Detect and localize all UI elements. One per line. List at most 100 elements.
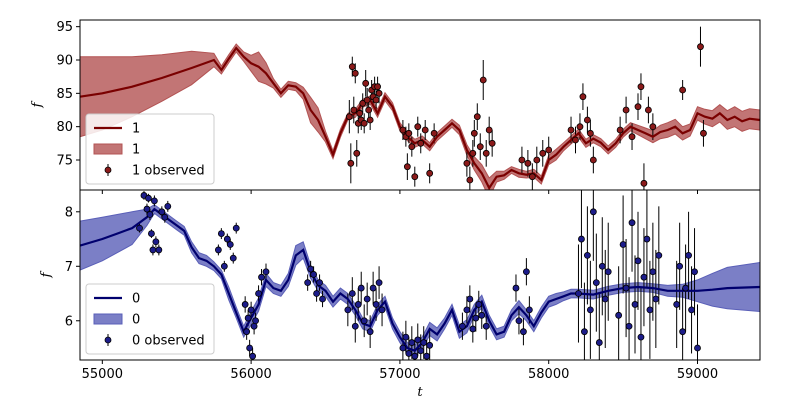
observed-point <box>649 268 657 276</box>
observed-point <box>545 146 553 154</box>
observed-point <box>372 96 380 104</box>
observed-point <box>350 106 358 114</box>
observed-point <box>374 83 381 91</box>
observed-point <box>469 325 477 333</box>
observed-point <box>685 251 692 259</box>
observed-point <box>637 333 645 341</box>
observed-point <box>475 301 483 308</box>
top-legend: 1 1 1 observed <box>85 113 215 185</box>
bottom-panel: 6 7 8 55000 56000 57000 58000 59000 0 0 0 observe… <box>65 189 761 382</box>
observed-point <box>579 93 587 101</box>
observed-point <box>473 113 481 121</box>
observed-point <box>576 123 584 131</box>
observed-point <box>232 224 240 232</box>
observed-point <box>628 133 636 141</box>
observed-point <box>258 273 265 281</box>
observed-point <box>145 194 152 202</box>
observed-point <box>152 238 160 246</box>
observed-point <box>417 139 425 147</box>
observed-point <box>700 129 707 137</box>
observed-point <box>592 279 600 287</box>
observed-point <box>463 306 471 314</box>
observed-point <box>625 322 633 330</box>
observed-point <box>631 301 639 308</box>
observed-point <box>399 126 407 134</box>
observed-point <box>478 311 486 319</box>
x-tick-label: 57000 <box>379 367 420 382</box>
observed-point <box>345 113 353 121</box>
observed-point <box>589 156 597 164</box>
top-y-axis-label: f <box>30 100 45 108</box>
observed-point <box>485 126 493 134</box>
observed-point <box>408 339 416 346</box>
legend-point-swatch <box>104 336 112 344</box>
observed-point <box>411 173 419 181</box>
observed-point <box>463 159 471 167</box>
observed-point <box>366 328 374 336</box>
observed-point <box>426 169 434 177</box>
legend-label: 0 <box>132 313 140 328</box>
top-mean-path <box>80 46 760 190</box>
observed-point <box>360 317 368 325</box>
observed-point <box>515 317 523 325</box>
observed-point <box>575 290 582 297</box>
observed-point <box>244 314 252 322</box>
bot-legend-box <box>85 283 215 355</box>
observed-point <box>405 350 413 357</box>
observed-point <box>351 69 359 77</box>
observed-point <box>136 224 143 232</box>
observed-point <box>310 271 318 278</box>
observed-point <box>420 339 428 346</box>
legend-label: 0 <box>132 292 140 307</box>
observed-point <box>351 322 359 330</box>
observed-point <box>357 284 365 292</box>
observed-point <box>375 89 383 97</box>
observed-point <box>223 235 231 243</box>
observed-point <box>482 149 490 157</box>
observed-point <box>249 352 257 360</box>
top-observed-points <box>345 43 707 187</box>
observed-point <box>362 79 370 87</box>
observed-point <box>143 205 151 213</box>
observed-point <box>307 265 315 273</box>
observed-point <box>572 136 579 144</box>
observed-point <box>363 96 371 104</box>
observed-point <box>313 290 320 297</box>
observed-point <box>399 344 407 352</box>
legend-label: 1 <box>132 122 140 137</box>
observed-point <box>512 284 520 292</box>
observed-point <box>595 339 603 346</box>
observed-point <box>604 268 612 276</box>
observed-point <box>697 43 704 51</box>
observed-point <box>316 279 323 287</box>
observed-point <box>601 295 609 303</box>
observed-point <box>414 123 422 131</box>
observed-point <box>344 306 352 314</box>
observed-point <box>241 301 249 308</box>
observed-point <box>688 306 695 314</box>
observed-point <box>643 235 651 243</box>
observed-point <box>524 159 532 167</box>
observed-point <box>640 179 648 187</box>
x-tick-label: 59000 <box>677 367 718 382</box>
observed-point <box>581 328 588 336</box>
x-tick-label: 56000 <box>230 367 271 382</box>
observed-point <box>148 230 155 237</box>
x-tick-label: 55000 <box>82 367 123 382</box>
observed-point <box>375 279 383 287</box>
observed-point <box>304 279 312 287</box>
observed-point <box>459 322 466 330</box>
observed-point <box>149 246 157 254</box>
observed-point <box>522 268 530 276</box>
observed-point <box>430 129 438 137</box>
observed-point <box>583 116 591 124</box>
observed-point <box>533 156 541 164</box>
observed-point <box>347 159 355 167</box>
observed-point <box>488 139 496 147</box>
observed-point <box>622 106 630 114</box>
observed-point <box>356 109 364 117</box>
observed-point <box>158 208 166 216</box>
observed-point <box>354 301 362 308</box>
observed-point <box>694 344 701 352</box>
observed-point <box>408 143 416 151</box>
